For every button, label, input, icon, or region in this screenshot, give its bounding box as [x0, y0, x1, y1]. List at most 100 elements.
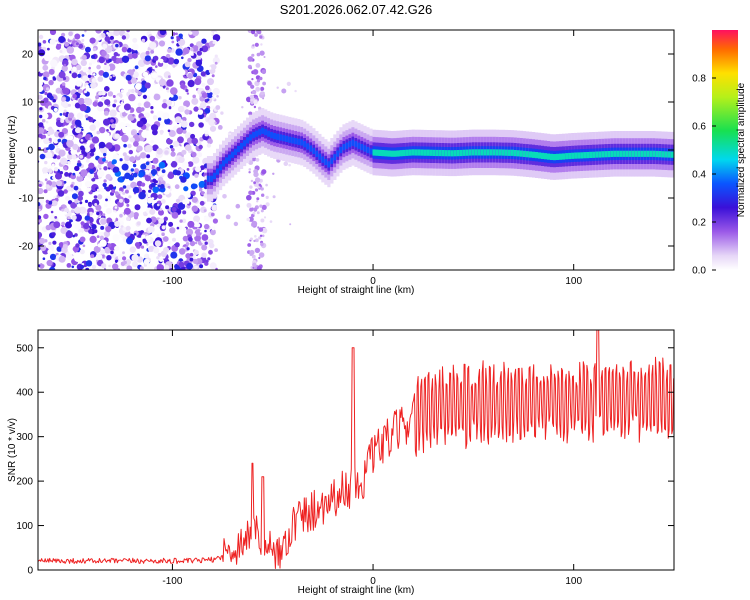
heatmap-cell [77, 160, 81, 164]
heatmap-cell [453, 150, 457, 157]
colorbar-ticks: 0.0 0.2 0.4 0.6 0.8 [692, 74, 716, 277]
heatmap-cell [45, 224, 52, 231]
heatmap-cell [144, 169, 150, 175]
heatmap-cell [256, 197, 260, 201]
heatmap-cell [56, 155, 61, 160]
heatmap-cell [60, 100, 68, 107]
heatmap-cell [43, 137, 50, 145]
heatmap-cell [538, 152, 542, 159]
heatmap-cell [83, 176, 90, 182]
heatmap-cell [258, 106, 262, 111]
heatmap-cell [81, 128, 84, 131]
heatmap-cell [179, 69, 186, 76]
heatmap-cell [129, 156, 136, 163]
heatmap-cell [74, 119, 82, 127]
heatmap-cell [153, 202, 161, 210]
heatmap-cell [79, 154, 84, 159]
heatmap-cell [253, 181, 256, 185]
snr-y-axis: 0 100 200 300 400 500 [16, 343, 674, 577]
heatmap-cell [93, 73, 96, 76]
heatmap-cell [44, 91, 48, 96]
heatmap-cell [194, 78, 202, 86]
heatmap-cell [121, 134, 129, 143]
heatmap-cell [103, 110, 109, 116]
heatmap-cell [72, 247, 77, 252]
heatmap-cell [81, 39, 85, 42]
heatmap-cell [225, 214, 231, 220]
heatmap-cell [204, 130, 209, 135]
heatmap-cell [640, 150, 644, 157]
heatmap-cell [128, 195, 132, 199]
heatmap-cell [80, 264, 84, 269]
heatmap-cell [38, 79, 43, 87]
heatmap-cell [169, 227, 176, 234]
heatmap-cell [110, 250, 114, 255]
heatmap-cell [159, 184, 165, 189]
heatmap-cell [210, 212, 215, 217]
heatmap-cell [252, 262, 257, 267]
heatmap-cell [150, 106, 154, 110]
heatmap-cell [105, 198, 108, 202]
heatmap-cell [622, 150, 626, 157]
heatmap-cell [42, 167, 49, 174]
heatmap-cell [420, 149, 424, 156]
heatmap-cell [68, 31, 73, 37]
heatmap-cell [63, 180, 67, 184]
y-tick-label: 10 [22, 98, 34, 109]
heatmap-cell [203, 223, 210, 230]
heatmap-cell [43, 213, 49, 220]
heatmap-cell [170, 94, 174, 98]
heatmap-cell [253, 207, 258, 212]
heatmap-cell [67, 216, 71, 220]
heatmap-cell [183, 227, 187, 231]
heatmap-cell [130, 181, 138, 189]
heatmap-cell [103, 118, 111, 126]
heatmap-cell [251, 89, 257, 95]
heatmap-cell [126, 265, 133, 270]
heatmap-cell [192, 183, 198, 189]
heatmap-cell [76, 162, 82, 167]
heatmap-cell [197, 109, 204, 115]
heatmap-cell [547, 153, 551, 160]
heatmap-cell [291, 137, 295, 144]
heatmap-cell [56, 43, 62, 48]
heatmap-cell [190, 47, 194, 52]
heatmap-cell [121, 46, 128, 53]
heatmap-cell [333, 154, 337, 161]
heatmap-cell [234, 148, 238, 155]
heatmap-cell [387, 150, 391, 157]
heatmap-cell [381, 150, 385, 157]
heatmap-cell [142, 211, 146, 215]
heatmap-cell [99, 239, 107, 247]
heatmap-cell [40, 70, 44, 74]
heatmap-cell [261, 169, 267, 175]
heatmap-cell [113, 99, 118, 103]
heatmap-cell [256, 200, 259, 203]
heatmap-cell [156, 203, 160, 207]
heatmap-cell [170, 251, 178, 259]
heatmap-cell [99, 126, 106, 134]
heatmap-cell [125, 74, 132, 81]
heatmap-cell [48, 68, 55, 75]
heatmap-cell [63, 63, 67, 67]
heatmap-cell [58, 71, 66, 79]
heatmap-cell [150, 50, 155, 54]
heatmap-cell [158, 257, 164, 262]
heatmap-ridge [206, 108, 674, 202]
heatmap-cell [118, 122, 126, 129]
heatmap-cell [178, 38, 186, 46]
heatmap-cell [132, 52, 138, 59]
heatmap-cell [185, 253, 191, 259]
heatmap-cell [38, 263, 45, 269]
heatmap-cell [628, 150, 632, 157]
heatmap-cell [170, 151, 176, 157]
heatmap-cell [670, 151, 674, 158]
heatmap-cell [429, 149, 433, 156]
heatmap-cell [267, 130, 271, 137]
heatmap-cell [183, 100, 191, 108]
heatmap-cell [123, 103, 131, 111]
heatmap-cell [114, 133, 120, 139]
heatmap-cell [259, 204, 263, 208]
heatmap-cell [124, 197, 128, 201]
heatmap-cell [131, 130, 136, 136]
